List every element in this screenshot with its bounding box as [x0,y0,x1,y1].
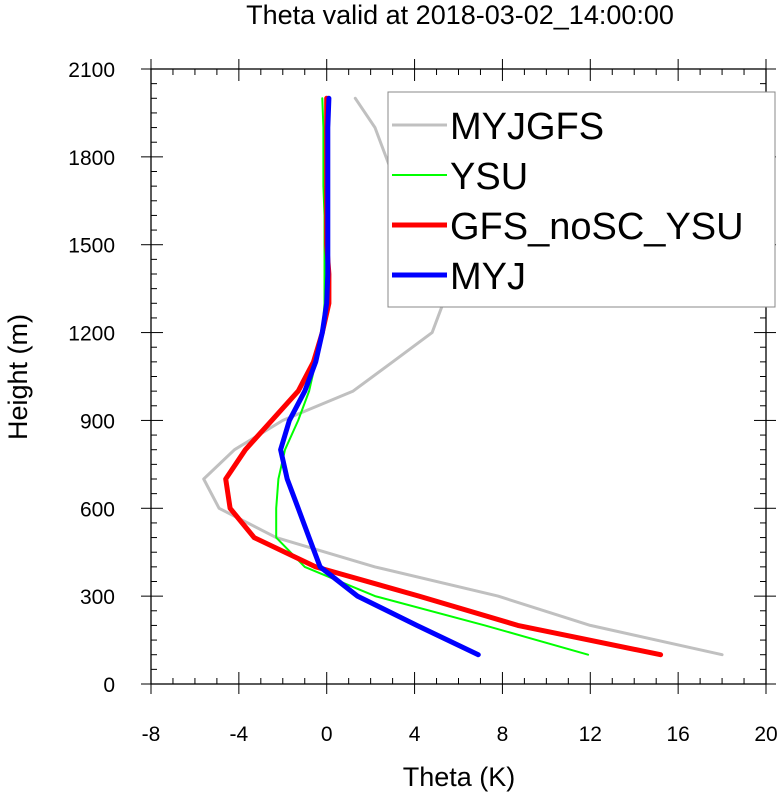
legend-box [387,91,776,308]
y-tick-label: 0 [103,674,115,697]
x-tick-label: 4 [409,723,421,746]
x-tick-label: 16 [666,723,689,746]
chart-title: Theta valid at 2018-03-02_14:00:00 [246,0,674,30]
y-tick-label: 1500 [68,235,115,258]
x-tick-label: -4 [230,723,249,746]
x-tick-label: 12 [579,723,602,746]
y-tick-label: 2100 [68,59,115,82]
legend-label-3: GFS_noSC_YSU [450,206,744,248]
legend-label-2: YSU [450,156,528,198]
x-tick-label: 0 [321,723,333,746]
legend-label-4: MYJ [450,256,526,298]
y-tick-label: 1200 [68,323,115,346]
x-axis: -8 -4 0 4 8 12 16 20 [142,59,778,746]
y-tick-label: 900 [80,410,115,433]
y-axis-label: Height (m) [3,314,33,440]
x-tick-label: 20 [754,723,777,746]
legend: MYJGFS YSU GFS_noSC_YSU MYJ [387,91,776,308]
series-line-4 [278,95,481,658]
legend-label-1: MYJGFS [450,106,604,148]
x-axis-label: Theta (K) [403,762,516,792]
x-tick-label: 8 [497,723,509,746]
x-tick-label: -8 [142,723,161,746]
y-tick-label: 300 [80,586,115,609]
y-tick-label: 600 [80,498,115,521]
y-tick-label: 1800 [68,147,115,170]
